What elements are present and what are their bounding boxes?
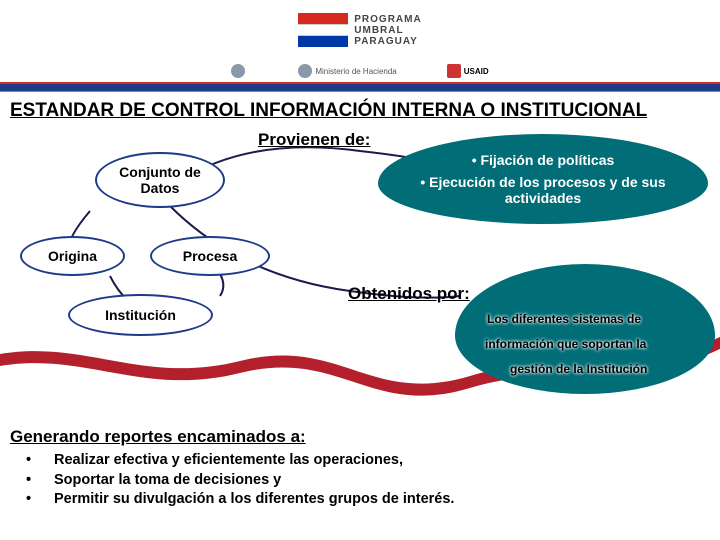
provienen-blob: • Fijación de políticas • Ejecución de l… bbox=[378, 134, 708, 224]
footer-bullets: • Realizar efectiva y eficientemente las… bbox=[0, 451, 720, 510]
bullet-3-text: Permitir su divulgación a los diferentes… bbox=[54, 490, 454, 510]
obtenidos-label: Obtenidos por: bbox=[348, 284, 470, 304]
bullet-2: • Soportar la toma de decisiones y bbox=[26, 471, 680, 491]
separator-bar bbox=[0, 82, 720, 92]
node-conjunto-datos: Conjunto de Datos bbox=[95, 152, 225, 208]
node-institucion: Institución bbox=[68, 294, 213, 336]
sponsor-logo-2: Ministerio de Hacienda bbox=[298, 64, 396, 78]
bullet-3: • Permitir su divulgación a los diferent… bbox=[26, 490, 680, 510]
bullet-2-text: Soportar la toma de decisiones y bbox=[54, 471, 281, 491]
page-title: ESTANDAR DE CONTROL INFORMACIÓN INTERNA … bbox=[0, 92, 720, 126]
bullet-1-text: Realizar efectiva y eficientemente las o… bbox=[54, 451, 403, 471]
caption-line-2: información que soportan la bbox=[485, 337, 646, 351]
footer-heading: Generando reportes encaminados a: bbox=[0, 421, 720, 451]
fijacion-text: • Fijación de políticas bbox=[472, 152, 615, 168]
provienen-label: Provienen de: bbox=[258, 130, 370, 150]
node-origina-label: Origina bbox=[48, 248, 97, 264]
program-line-1: PROGRAMA bbox=[354, 14, 421, 25]
sponsor-logo-1 bbox=[231, 64, 248, 78]
node-procesa: Procesa bbox=[150, 236, 270, 276]
flag-icon bbox=[298, 13, 348, 47]
program-name: PROGRAMA UMBRAL PARAGUAY bbox=[354, 14, 421, 47]
ejecucion-text: • Ejecución de los procesos y de sus act… bbox=[378, 174, 708, 206]
node-origina: Origina bbox=[20, 236, 125, 276]
bullet-1: • Realizar efectiva y eficientemente las… bbox=[26, 451, 680, 471]
diagram-stage: • Fijación de políticas • Ejecución de l… bbox=[0, 126, 720, 421]
sponsor-logo-row: Ministerio de Hacienda USAID bbox=[0, 60, 720, 82]
node-institucion-label: Institución bbox=[105, 307, 176, 323]
program-line-2: UMBRAL bbox=[354, 25, 421, 36]
header-bar: PROGRAMA UMBRAL PARAGUAY bbox=[0, 0, 720, 60]
caption-line-1: Los diferentes sistemas de bbox=[487, 312, 641, 326]
node-procesa-label: Procesa bbox=[183, 248, 237, 264]
node-conjunto-datos-label: Conjunto de Datos bbox=[101, 164, 219, 196]
caption-line-3: gestión de la Institución bbox=[510, 362, 647, 376]
sponsor-logo-3: USAID bbox=[447, 64, 489, 78]
program-line-3: PARAGUAY bbox=[354, 36, 421, 47]
